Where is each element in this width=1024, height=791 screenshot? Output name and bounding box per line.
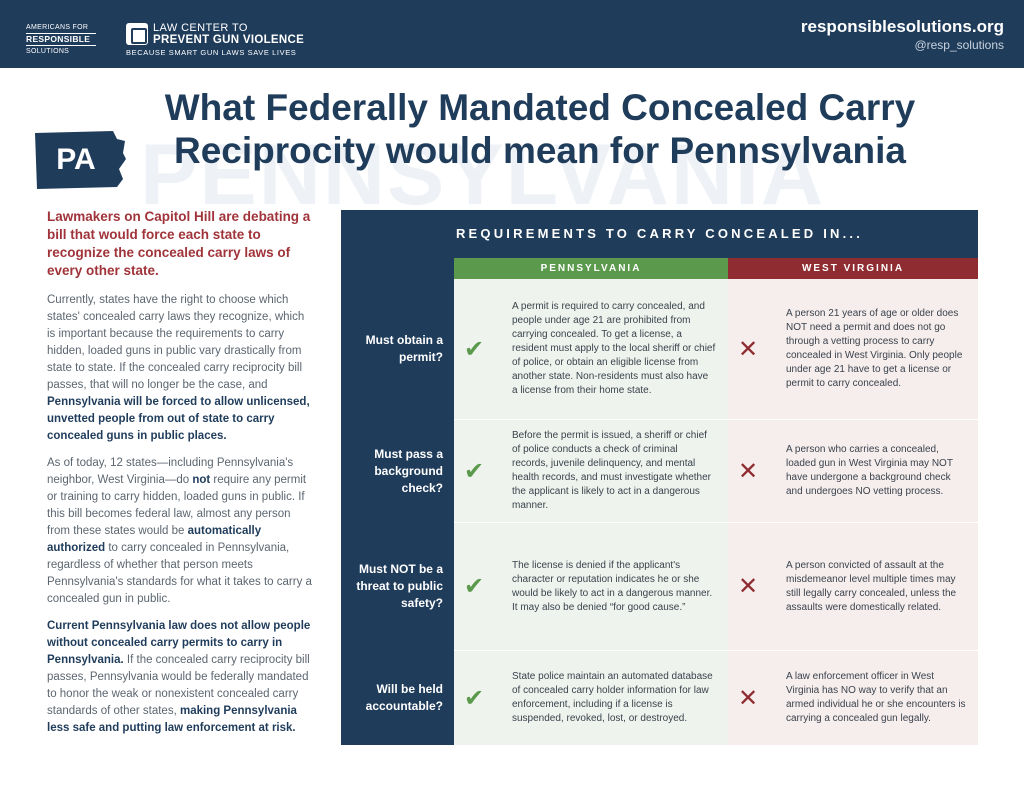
- wv-cell: ✕ A person 21 years of age or older does…: [728, 279, 978, 419]
- check-icon: ✔: [463, 573, 485, 600]
- pa-cell-text: A permit is required to carry concealed,…: [512, 301, 716, 396]
- cross-icon: ✕: [737, 573, 759, 600]
- pennsylvania-shape-icon: [35, 131, 126, 189]
- header-bar: AMERICANS FOR RESPONSIBLE SOLUTIONS LAW …: [0, 0, 1024, 68]
- americans-for-responsible-solutions-logo: AMERICANS FOR RESPONSIBLE SOLUTIONS: [26, 24, 98, 55]
- body-paragraph: Current Pennsylvania law does not allow …: [47, 618, 315, 737]
- page-title: What Federally Mandated Concealed Carry R…: [100, 86, 980, 172]
- table-heading: REQUIREMENTS TO CARRY CONCEALED IN...: [455, 226, 864, 241]
- table-row: Must NOT be a threat to public safety? ✔…: [341, 523, 978, 650]
- wv-cell-text: A person convicted of assault at the mis…: [786, 559, 957, 613]
- pa-cell: ✔ Before the permit is issued, a sheriff…: [454, 420, 728, 522]
- wv-cell-text: A law enforcement officer in West Virgin…: [786, 671, 966, 724]
- text-run: Currently, states have the right to choo…: [47, 294, 305, 391]
- pa-cell: ✔ A permit is required to carry conceale…: [454, 279, 728, 419]
- wv-cell: ✕ A person convicted of assault at the m…: [728, 523, 978, 650]
- text-run: Current Pennsylvania law does not allow …: [47, 620, 311, 666]
- wv-cell: ✕ A person who carries a concealed, load…: [728, 420, 978, 522]
- body-paragraph: As of today, 12 states—including Pennsyl…: [47, 455, 315, 608]
- table-row: Must obtain a permit? ✔ A permit is requ…: [341, 279, 978, 419]
- site-info: responsiblesolutions.org @resp_solutions: [801, 17, 1004, 52]
- title-part: Pennsylvania: [669, 130, 906, 171]
- pa-cell-text: Before the permit is issued, a sheriff o…: [512, 430, 711, 511]
- text-run: to carry concealed in Pennsylvania, rega…: [47, 542, 312, 605]
- title-part: Reciprocity: [174, 130, 376, 171]
- row-divider: [454, 419, 978, 420]
- logo-line: AMERICANS FOR: [26, 24, 89, 31]
- row-divider: [454, 650, 978, 651]
- wv-cell: ✕ A law enforcement officer in West Virg…: [728, 651, 978, 745]
- pa-cell-text: State police maintain an automated datab…: [512, 671, 713, 724]
- logo-tagline: BECAUSE SMART GUN LAWS SAVE LIVES: [126, 48, 297, 57]
- text-run: Pennsylvania will be forced to allow unl…: [47, 396, 310, 442]
- text-run: not: [192, 474, 211, 486]
- check-icon: ✔: [463, 457, 485, 485]
- text-run: automatically authorized: [47, 525, 262, 554]
- logo-line: PREVENT GUN VIOLENCE: [153, 34, 305, 46]
- site-url[interactable]: responsiblesolutions.org: [800, 17, 1004, 36]
- state-watermark: PENNSYLVANIA: [140, 127, 825, 223]
- logo-line: LAW CENTER TO: [153, 22, 248, 34]
- comparison-table: REQUIREMENTS TO CARRY CONCEALED IN... PE…: [341, 210, 978, 745]
- table-row: Must pass a background check? ✔ Before t…: [341, 420, 978, 522]
- text-run: require any permit or training to carry …: [47, 474, 307, 537]
- column-header-west-virginia: WEST VIRGINIA: [728, 258, 978, 279]
- pa-cell: ✔ State police maintain an automated dat…: [454, 651, 728, 745]
- cross-icon: ✕: [737, 684, 759, 712]
- cross-icon: ✕: [737, 335, 759, 363]
- check-icon: ✔: [463, 684, 485, 712]
- pa-state-badge: PA: [33, 129, 127, 191]
- pa-cell-text: The license is denied if the applicant's…: [512, 559, 713, 613]
- text-run: As of today, 12 states—including Pennsyl…: [47, 457, 294, 486]
- shield-icon: [126, 23, 148, 45]
- row-question: Must NOT be a threat to public safety?: [356, 562, 443, 610]
- pa-badge-text: PA: [56, 143, 96, 176]
- table-row: Will be held accountable? ✔ State police…: [341, 651, 978, 745]
- title-part: Federally Mandated Concealed Carry: [265, 87, 916, 128]
- lead-paragraph: Lawmakers on Capitol Hill are debating a…: [47, 209, 311, 278]
- title-part: What: [164, 87, 266, 128]
- logo-line: SOLUTIONS: [26, 48, 70, 55]
- column-header-pennsylvania: PENNSYLVANIA: [454, 258, 728, 279]
- title-part: would mean for: [375, 130, 670, 171]
- row-question: Must pass a background check?: [374, 446, 443, 495]
- wv-cell-text: A person who carries a concealed, loaded…: [786, 444, 953, 497]
- text-run: If the concealed carry reciprocity bill …: [47, 654, 310, 717]
- row-divider: [454, 522, 978, 523]
- wv-cell-text: A person 21 years of age or older does N…: [786, 308, 963, 389]
- intro-column: Lawmakers on Capitol Hill are debating a…: [47, 208, 315, 747]
- check-icon: ✔: [463, 335, 485, 363]
- row-question: Will be held accountable?: [365, 682, 443, 713]
- cross-icon: ✕: [737, 457, 759, 485]
- text-run: making Pennsylvania less safe and puttin…: [47, 705, 297, 734]
- pa-cell: ✔ The license is denied if the applicant…: [454, 523, 728, 650]
- row-question: Must obtain a permit?: [365, 333, 443, 364]
- logo-line: RESPONSIBLE: [26, 34, 91, 44]
- social-handle[interactable]: @resp_solutions: [914, 38, 1004, 52]
- body-paragraph: Currently, states have the right to choo…: [47, 292, 315, 445]
